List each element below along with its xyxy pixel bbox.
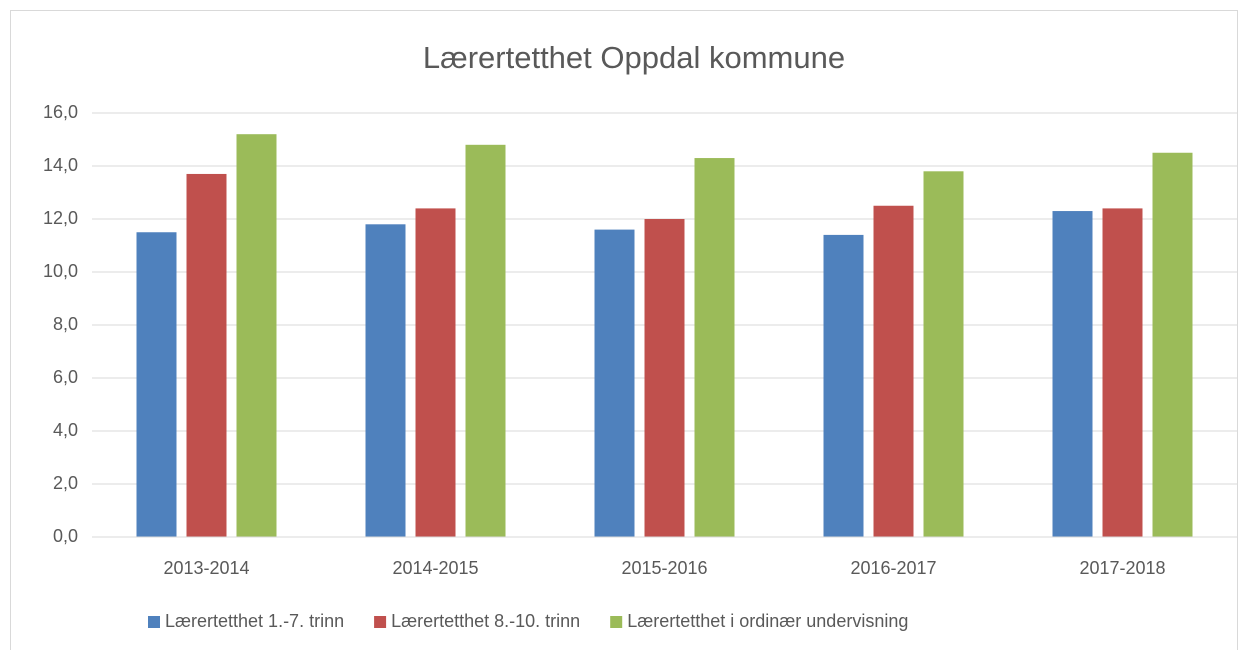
- y-tick-label: 16,0: [43, 102, 78, 122]
- y-tick-label: 4,0: [53, 420, 78, 440]
- x-tick-label: 2016-2017: [850, 558, 936, 578]
- x-tick-label: 2017-2018: [1079, 558, 1165, 578]
- bar: [594, 229, 635, 537]
- bar: [465, 144, 506, 538]
- chart-frame: [10, 10, 1238, 650]
- bar: [186, 173, 227, 537]
- y-tick-label: 6,0: [53, 367, 78, 387]
- y-tick-label: 0,0: [53, 526, 78, 546]
- legend-swatch: [374, 616, 387, 628]
- bar: [644, 219, 685, 537]
- bar: [136, 232, 177, 537]
- legend-label: Lærertetthet i ordinær undervisning: [627, 611, 908, 631]
- bar: [873, 205, 914, 537]
- bar: [365, 224, 406, 538]
- bar: [415, 208, 456, 537]
- y-tick-label: 12,0: [43, 208, 78, 228]
- bar: [1152, 152, 1193, 537]
- legend-swatch: [610, 616, 623, 628]
- x-tick-label: 2014-2015: [392, 558, 478, 578]
- x-tick-label: 2015-2016: [621, 558, 707, 578]
- chart-title: Lærertetthet Oppdal kommune: [423, 40, 845, 75]
- y-tick-label: 14,0: [43, 155, 78, 175]
- legend-swatch: [148, 616, 160, 628]
- bar: [1102, 208, 1143, 537]
- x-tick-label: 2013-2014: [163, 558, 249, 578]
- legend-label: Lærertetthet 8.-10. trinn: [391, 611, 580, 631]
- bar: [1052, 211, 1093, 538]
- bar: [694, 158, 735, 538]
- legend-label: Lærertetthet 1.-7. trinn: [165, 611, 344, 631]
- bar: [923, 171, 964, 538]
- y-tick-label: 8,0: [53, 314, 78, 334]
- bar: [236, 134, 277, 537]
- bar: [823, 234, 864, 537]
- y-tick-label: 2,0: [53, 473, 78, 493]
- y-tick-label: 10,0: [43, 261, 78, 281]
